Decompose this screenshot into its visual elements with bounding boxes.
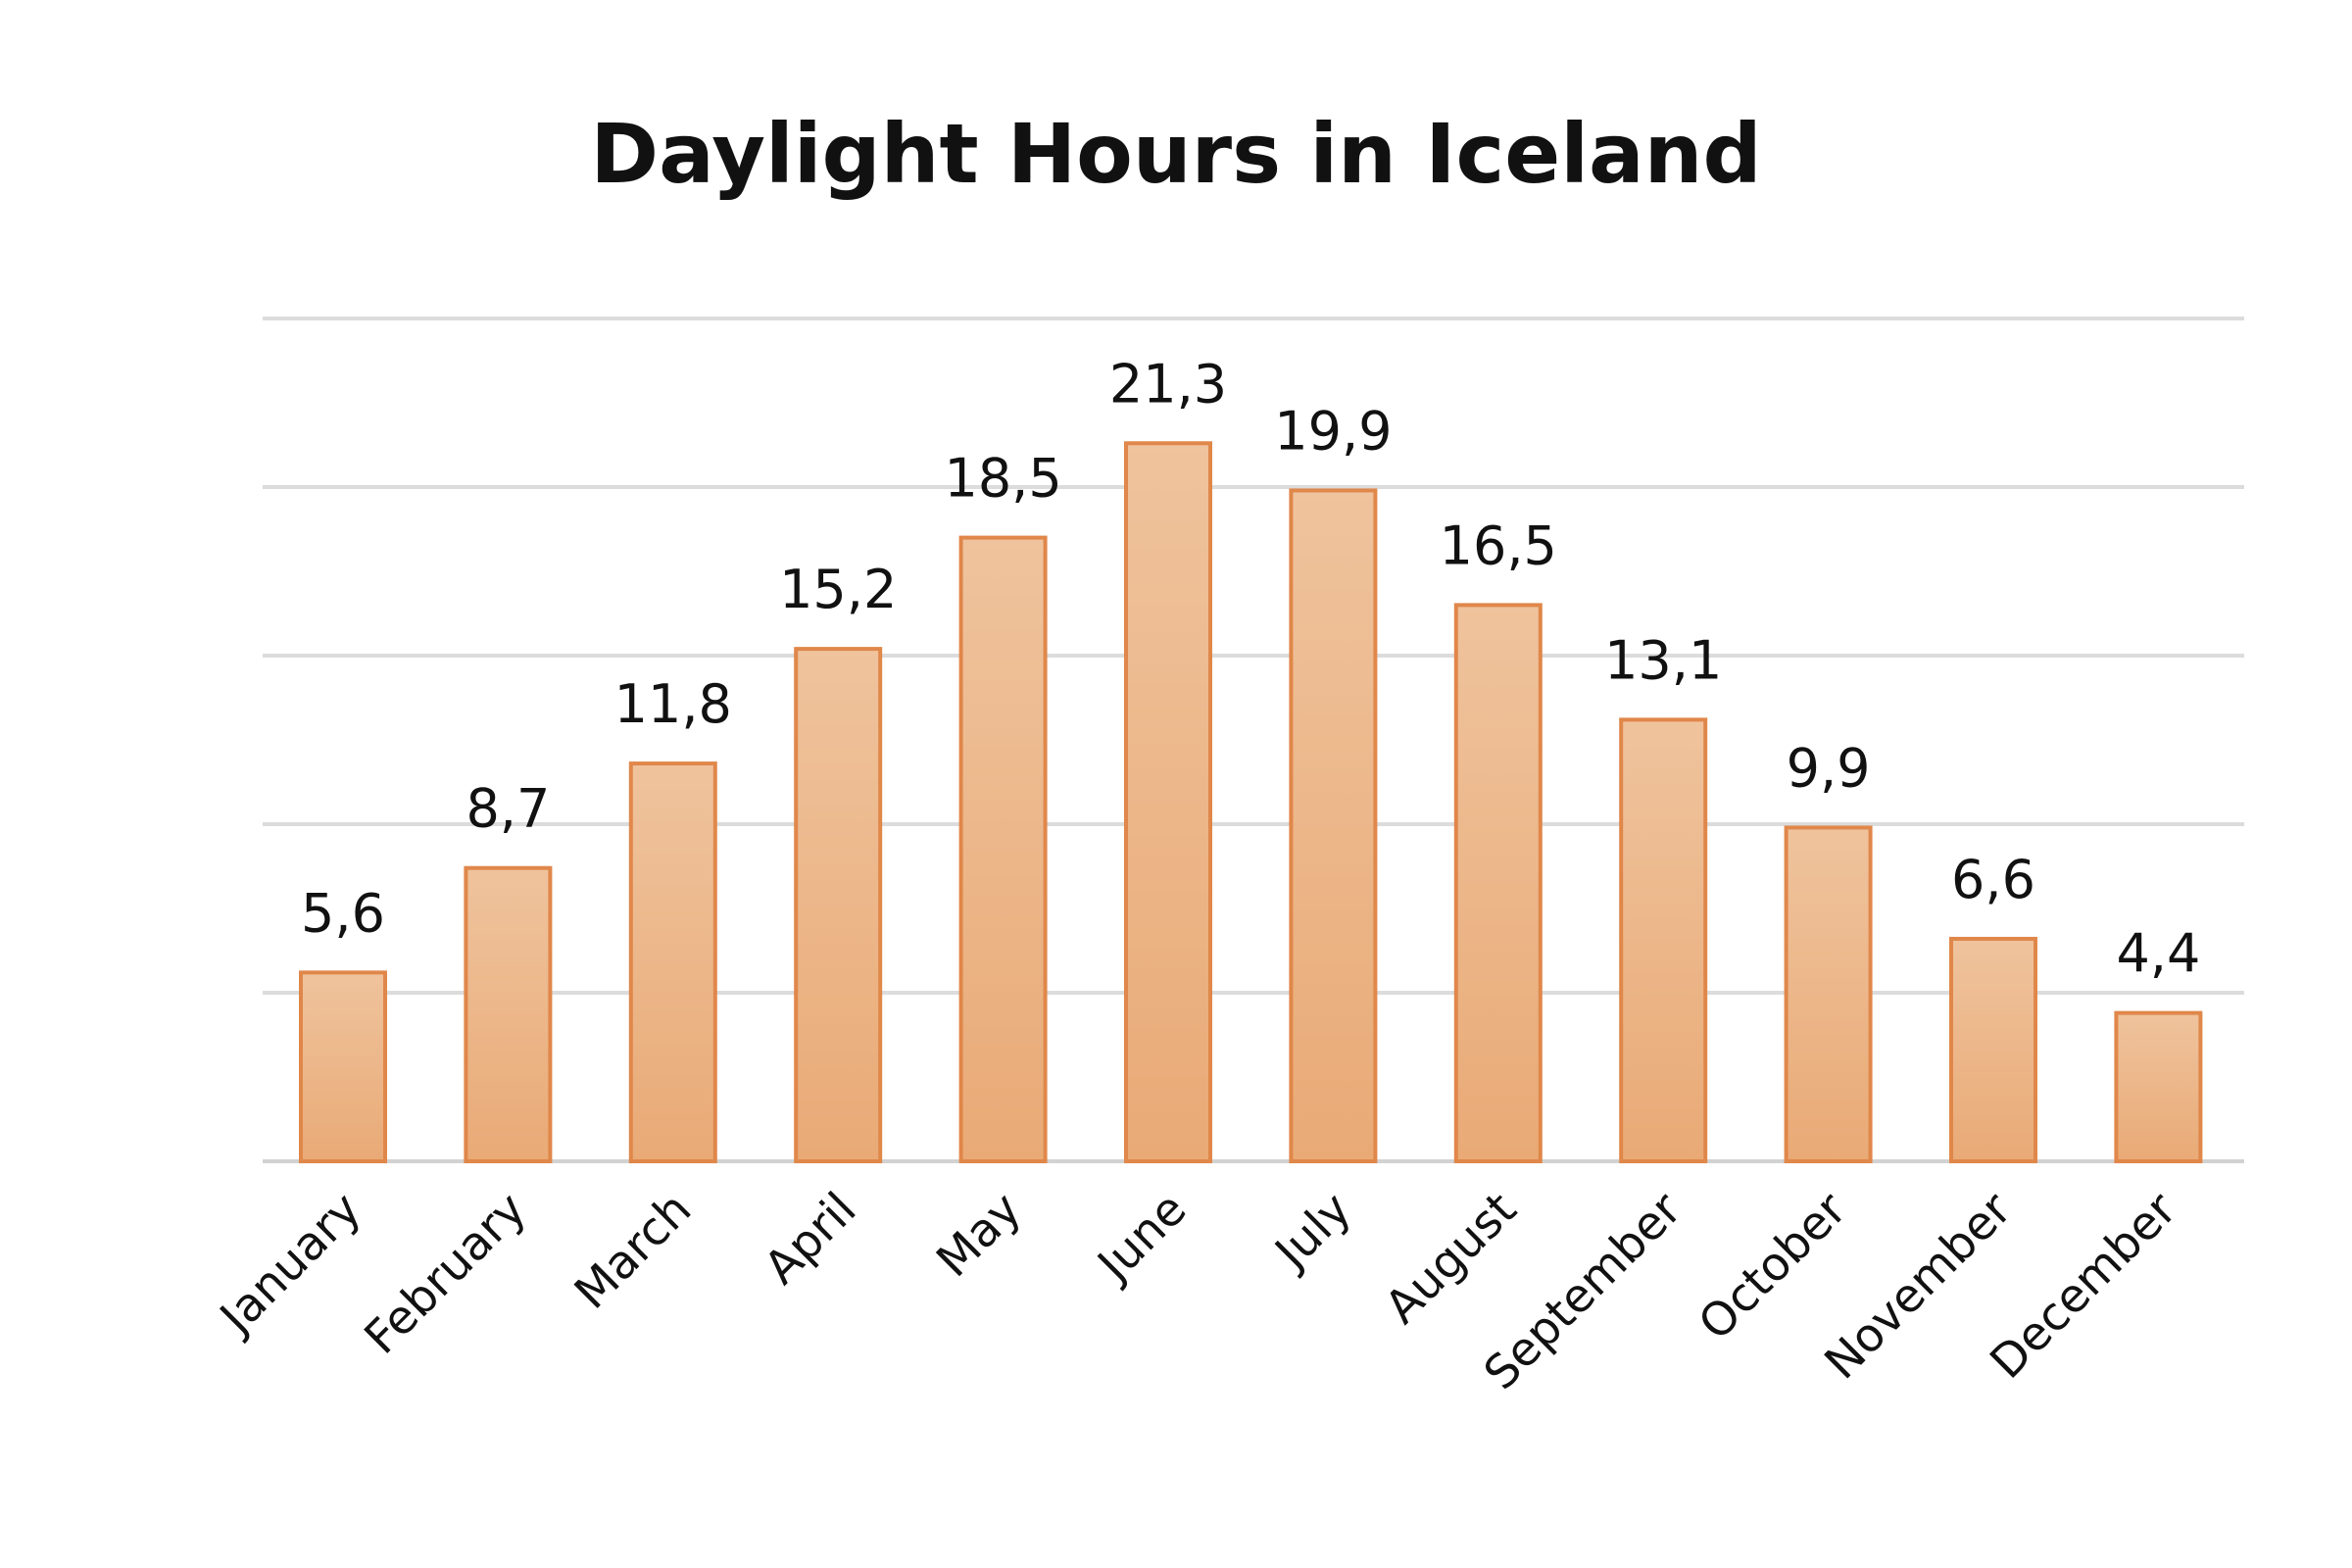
x-tick-label-january: January [208,1182,371,1346]
data-label-february: 8,7 [466,778,550,840]
x-tick-label-february: February [355,1182,537,1364]
bar-april [794,647,883,1163]
x-tick-label-may: May [926,1182,1032,1288]
x-tick-label-july: July [1263,1182,1362,1281]
bar-december [2114,1010,2203,1164]
bar-august [1453,603,1543,1163]
bar-june [1124,441,1212,1163]
data-label-may: 18,5 [944,448,1061,510]
data-label-march: 11,8 [614,673,732,735]
x-tick-label-october: October [1689,1182,1857,1350]
x-tick-label-august: August [1375,1182,1527,1334]
data-label-october: 9,9 [1787,737,1871,799]
data-label-august: 16,5 [1440,514,1557,576]
bar-january [299,970,387,1163]
x-tick-label-march: March [564,1182,702,1319]
data-label-june: 21,3 [1109,353,1227,415]
data-labels: 5,6 8,7 11,8 15,2 18,5 21,3 19,9 16,5 13,1 9,9 6,6… [301,353,2200,984]
bar-september [1619,717,1708,1163]
data-label-september: 13,1 [1604,629,1722,691]
x-tick-label-april: April [755,1182,867,1295]
gridlines [263,317,2244,1163]
bar-february [464,865,553,1163]
x-tick-label-june: June [1086,1182,1197,1293]
data-label-january: 5,6 [301,882,385,944]
data-label-april: 15,2 [779,559,897,620]
bar-july [1289,488,1378,1163]
data-label-december: 4,4 [2116,923,2200,985]
data-label-november: 6,6 [1951,849,2035,910]
chart-title: Daylight Hours in Iceland [590,106,1762,202]
bars [299,441,2203,1164]
bar-march [628,761,717,1164]
bar-november [1949,936,2037,1164]
bar-october [1784,825,1873,1163]
data-label-july: 19,9 [1274,400,1392,462]
bar-may [958,535,1048,1163]
